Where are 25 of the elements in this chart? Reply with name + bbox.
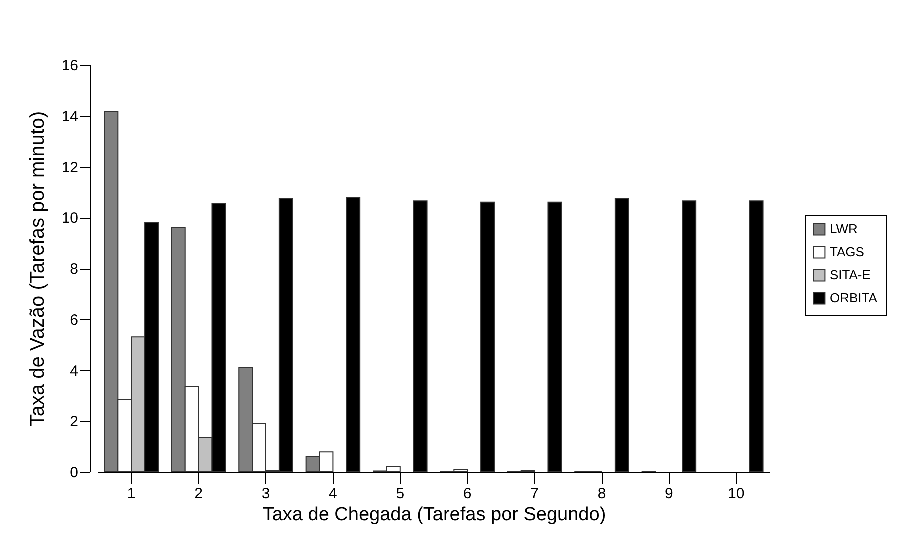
y-tick-label: 14 — [62, 108, 78, 126]
x-tick-label: 1 — [127, 486, 136, 502]
x-tick-label: 9 — [665, 486, 674, 502]
y-tick-label: 6 — [70, 312, 78, 329]
x-tick-label: 2 — [194, 486, 203, 502]
x-tick-label: 7 — [530, 486, 539, 502]
legend-label: SITA-E — [830, 268, 872, 282]
y-tick-label: 4 — [70, 362, 78, 380]
x-tick-label: 4 — [329, 486, 338, 502]
y-tick-label: 16 — [62, 58, 78, 74]
x-tick-label: 10 — [728, 486, 745, 502]
x-tick-label: 8 — [598, 486, 606, 502]
x-tick-label: 6 — [463, 486, 472, 502]
x-tick-label: 3 — [262, 486, 270, 502]
y-axis-title: Taxa de Vazão (Tarefas por minuto) — [26, 111, 49, 427]
legend-label: ORBITA — [830, 290, 878, 306]
y-tick-label: 2 — [70, 414, 78, 431]
x-axis-title: Taxa de Chegada (Tarefas por Segundo) — [262, 504, 606, 526]
legend-label: LWR — [830, 222, 858, 236]
x-tick-label: 5 — [396, 486, 405, 502]
y-tick-label: 8 — [70, 261, 78, 278]
legend-label: TAGS — [830, 244, 865, 260]
y-tick-label: 10 — [62, 210, 78, 228]
y-tick-label: 12 — [62, 159, 78, 176]
y-tick-label: 0 — [70, 464, 78, 482]
